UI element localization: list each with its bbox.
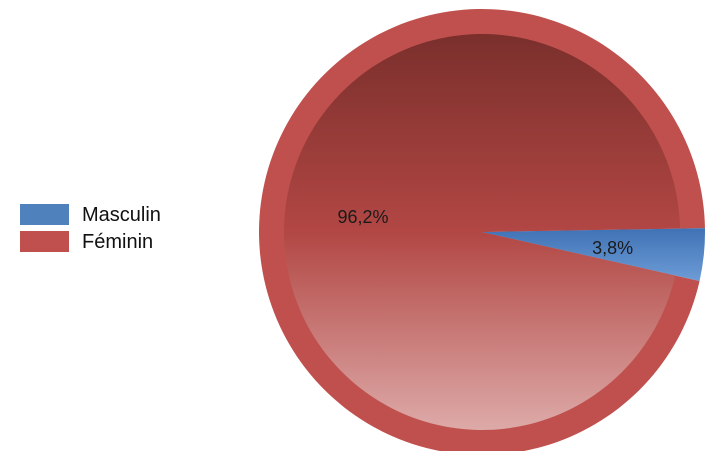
legend-swatch-masculin [20,204,69,225]
legend-swatch-feminin [20,231,69,252]
data-label-feminin: 96,2% [337,207,388,227]
legend-label-masculin: Masculin [82,203,161,226]
legend-item-feminin: Féminin [20,228,161,255]
legend-item-masculin: Masculin [20,201,161,228]
data-label-masculin: 3,8% [592,238,633,258]
pie-slice-feminin [284,33,680,430]
pie-slice-masculin [482,228,705,281]
chart-legend: Masculin Féminin [20,201,161,255]
legend-label-feminin: Féminin [82,230,154,253]
